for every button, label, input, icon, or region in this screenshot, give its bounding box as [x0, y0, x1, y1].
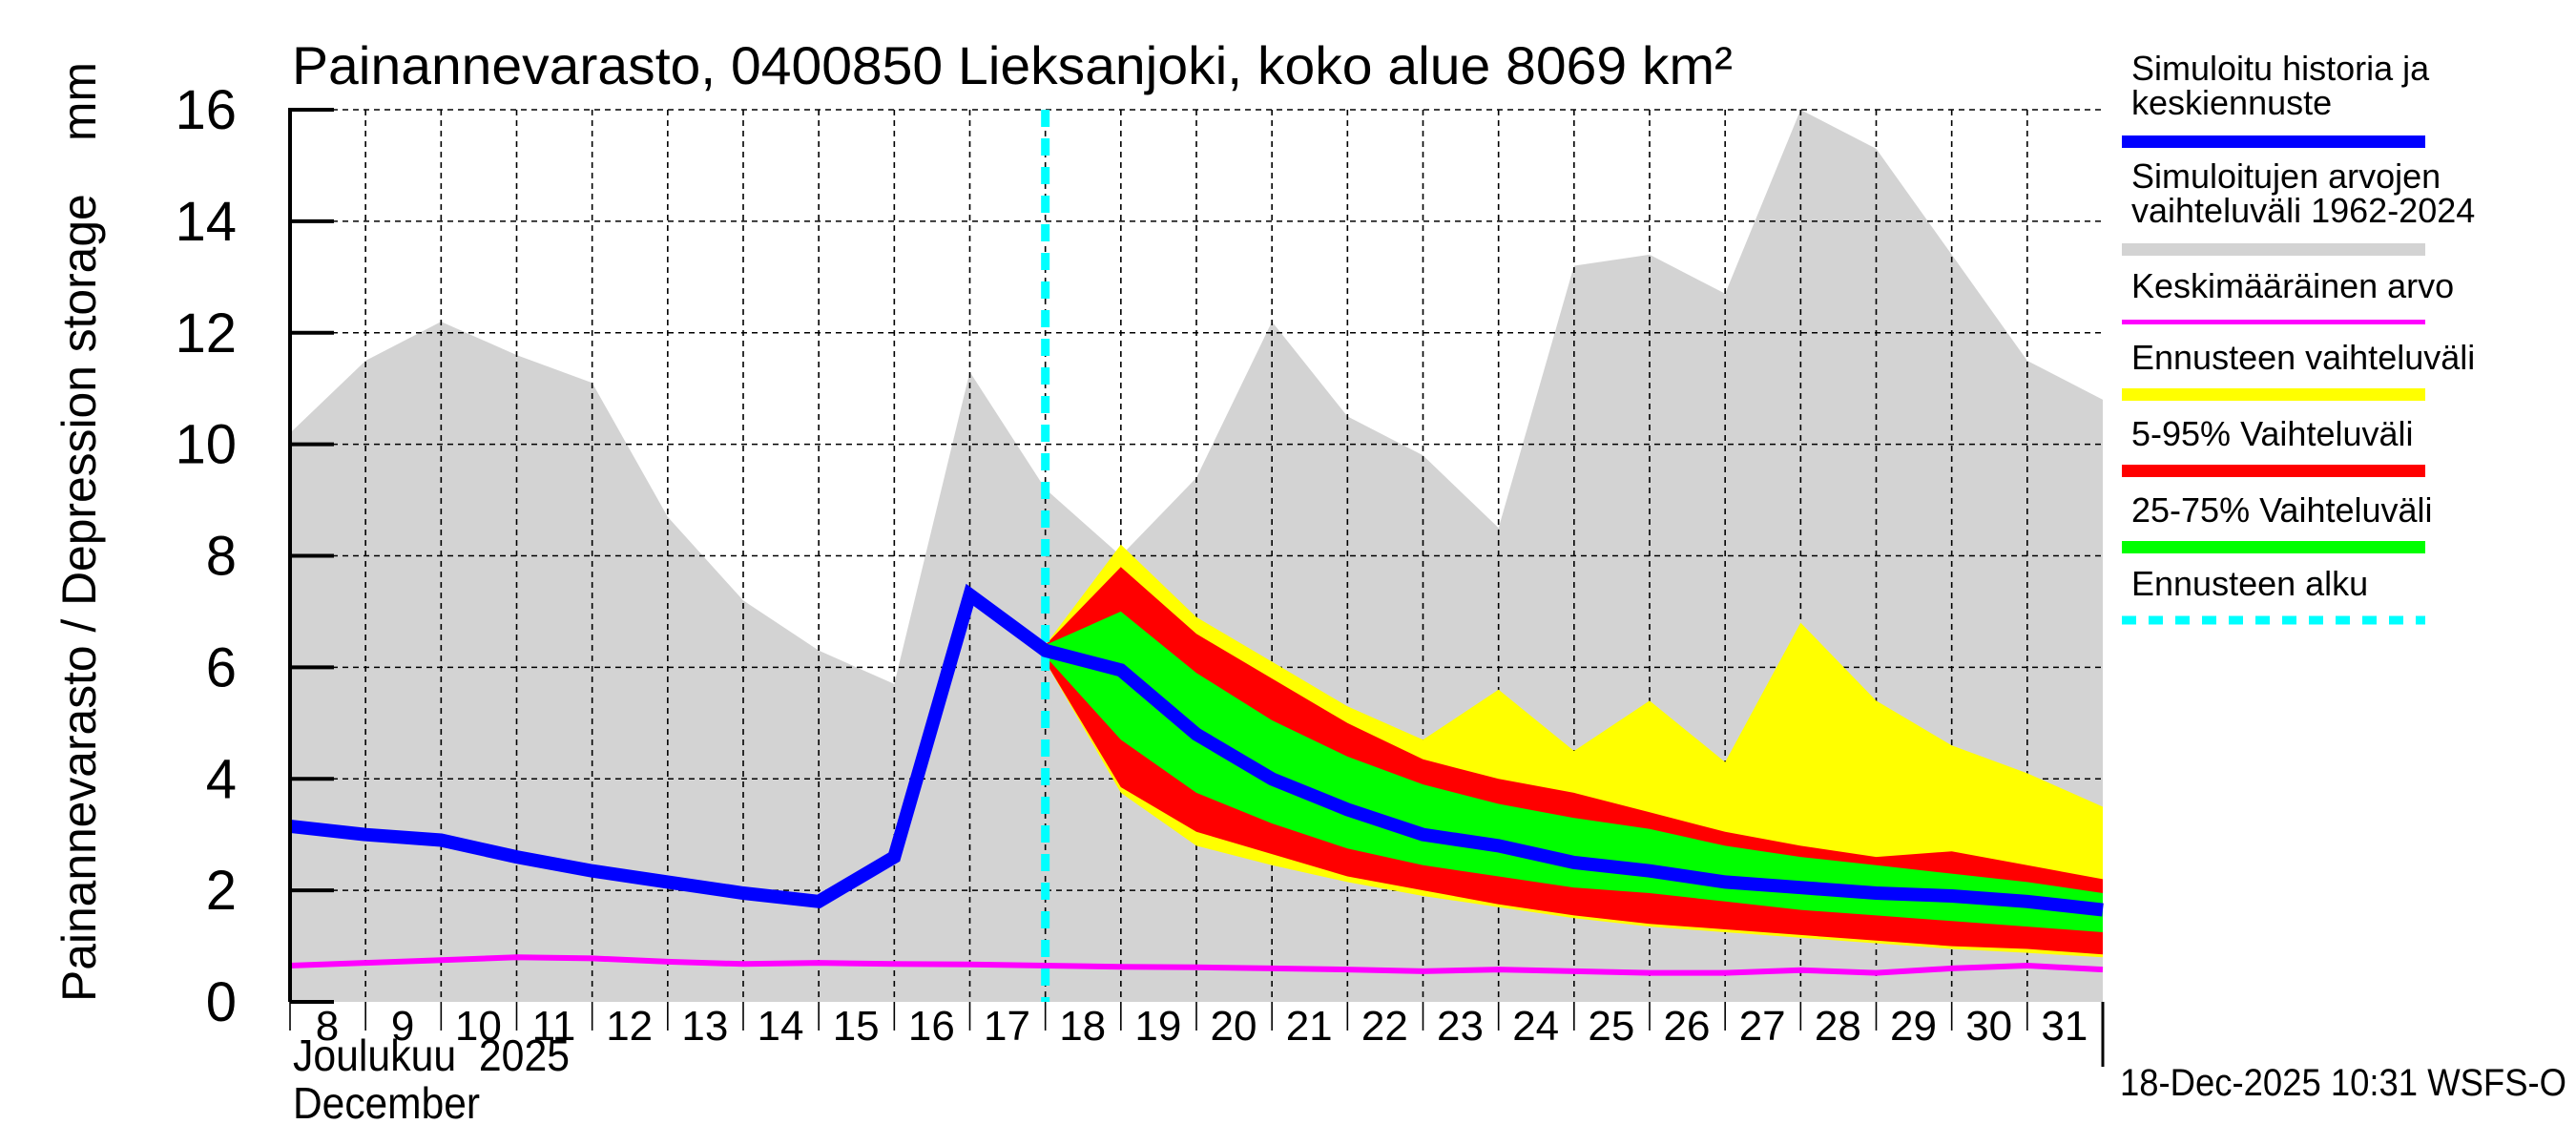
legend-label: Ennusteen alku: [2131, 564, 2368, 603]
x-tick-label: 15: [833, 1003, 880, 1050]
y-tick-label: 16: [175, 79, 237, 141]
x-tick-label: 8: [316, 1003, 339, 1050]
legend-item: Ennusteen alku: [2122, 564, 2425, 625]
x-tick-label: 22: [1361, 1003, 1408, 1050]
legend-label: Simuloitujen arvojen: [2131, 156, 2441, 196]
x-tick-label: 25: [1588, 1003, 1634, 1050]
legend-label: Ennusteen vaihteluväli: [2131, 338, 2475, 377]
legend-item: Keskimääräinen arvo: [2122, 266, 2454, 324]
x-tick-label: 10: [455, 1003, 502, 1050]
y-tick-label: 0: [206, 971, 237, 1033]
legend-label: keskiennuste: [2131, 83, 2332, 122]
legend-swatch: [2122, 320, 2425, 324]
x-axis-month-label: Joulukuu 2025: [293, 1030, 570, 1080]
x-tick-label: 16: [908, 1003, 955, 1050]
x-tick-label: 14: [758, 1003, 804, 1050]
x-tick-label: 26: [1664, 1003, 1711, 1050]
legend-swatch: [2122, 465, 2425, 477]
legend-swatch: [2122, 388, 2425, 401]
legend-item: 25-75% Vaihteluväli: [2122, 490, 2433, 553]
x-tick-label: 24: [1512, 1003, 1559, 1050]
p5-95-band: [1045, 567, 2103, 955]
simulated-median-line: [289, 583, 2104, 917]
legend-label: 25-75% Vaihteluväli: [2131, 490, 2433, 530]
legend-label: 5-95% Vaihteluväli: [2131, 414, 2414, 453]
x-axis-month-label-en: December: [293, 1078, 480, 1128]
legend-label: vaihteluväli 1962-2024: [2131, 191, 2475, 230]
x-tick-label: 31: [2041, 1003, 2088, 1050]
x-tick-label: 17: [984, 1003, 1030, 1050]
legend-swatch: [2122, 243, 2425, 256]
x-tick-label: 23: [1437, 1003, 1484, 1050]
y-tick-label: 4: [206, 748, 237, 810]
x-tick-labels: 8 9 10 11 12 13 14 15 16 17 18 19 20 21 22 23 24 25 26 27 28…: [316, 1003, 2088, 1050]
legend-item: 5-95% Vaihteluväli: [2122, 414, 2425, 477]
y-tick-label: 8: [206, 526, 237, 588]
axes: [288, 108, 2105, 1067]
footer-timestamp: 18-Dec-2025 10:31 WSFS-O: [2120, 1062, 2566, 1104]
series-layer: [289, 110, 2104, 1002]
y-tick-label: 12: [175, 302, 237, 364]
x-tick-label: 12: [606, 1003, 653, 1050]
legend-label: Keskimääräinen arvo: [2131, 266, 2454, 305]
x-tick-label: 28: [1815, 1003, 1861, 1050]
plot-area: [289, 109, 2104, 1002]
legend-item: Ennusteen vaihteluväli: [2122, 338, 2475, 401]
mean-value-line: [289, 954, 2104, 976]
x-tick-label: 18: [1059, 1003, 1106, 1050]
x-tick-label: 13: [681, 1003, 728, 1050]
y-tick-labels: 0 2 4 6 8 10 12 14 16: [175, 79, 237, 1033]
legend-swatch: [2122, 135, 2425, 148]
y-tick-label: 10: [175, 414, 237, 476]
x-tick-label: 19: [1134, 1003, 1181, 1050]
y-tick-label: 6: [206, 636, 237, 698]
y-tick-label: 2: [206, 860, 237, 922]
x-tick-label: 30: [1965, 1003, 2012, 1050]
y-tick-label: 14: [175, 191, 237, 253]
chart-title: Painannevarasto, 0400850 Lieksanjoki, ko…: [292, 35, 1733, 95]
x-tick-label: 27: [1739, 1003, 1786, 1050]
legend-swatch: [2122, 541, 2425, 553]
legend: Simuloitu historia jakeskiennusteSimuloi…: [2122, 49, 2475, 625]
x-tick-label: 29: [1890, 1003, 1937, 1050]
x-tick-label: 11: [532, 1003, 576, 1050]
y-axis-label: Painannevarasto / Depression storage mm: [52, 62, 106, 1002]
x-tick-label: 21: [1286, 1003, 1333, 1050]
legend-label: Simuloitu historia ja: [2131, 49, 2430, 88]
x-tick-label: 9: [391, 1003, 414, 1050]
x-tick-label: 20: [1211, 1003, 1257, 1050]
